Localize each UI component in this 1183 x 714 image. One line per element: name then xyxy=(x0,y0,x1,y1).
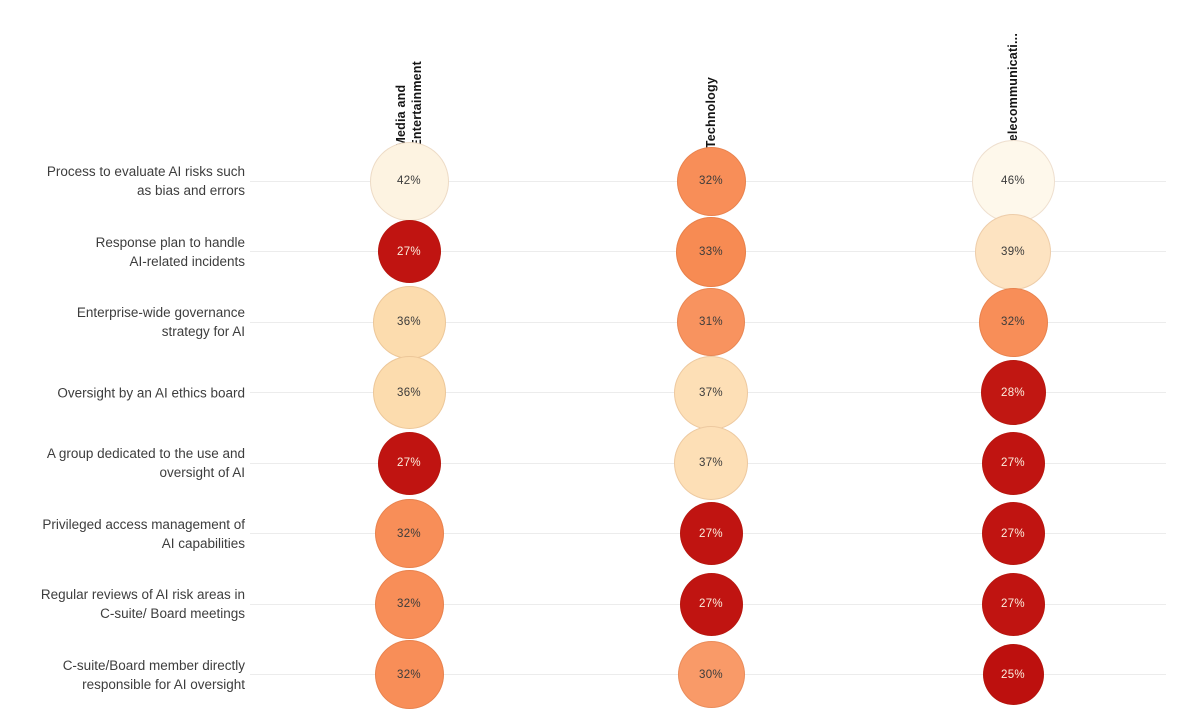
bubble-value: 37% xyxy=(699,386,723,399)
bubble-value: 27% xyxy=(1001,457,1025,469)
bubble-value: 25% xyxy=(1001,668,1025,681)
bubble-value: 32% xyxy=(1001,316,1025,328)
bubble[interactable]: 37% xyxy=(674,426,748,500)
bubble[interactable]: 37% xyxy=(674,355,748,430)
bubble[interactable]: 27% xyxy=(377,431,441,495)
bubble[interactable]: 31% xyxy=(677,288,745,356)
bubble[interactable]: 27% xyxy=(981,572,1045,636)
bubble-value: 27% xyxy=(397,457,421,469)
bubble-value: 27% xyxy=(699,598,723,610)
bubble-value: 31% xyxy=(699,316,723,328)
bubble[interactable]: 32% xyxy=(676,146,746,216)
row-label: Enterprise-wide governance strategy for … xyxy=(76,305,245,339)
bubble[interactable]: 27% xyxy=(679,502,743,565)
row-label: C-suite/Board member directly responsibl… xyxy=(62,657,245,692)
row-label: Response plan to handle AI-related incid… xyxy=(95,234,245,269)
bubble[interactable]: 27% xyxy=(981,431,1045,495)
bubble-value: 32% xyxy=(397,598,421,610)
bubble[interactable]: 32% xyxy=(978,287,1048,357)
bubble-value: 33% xyxy=(699,245,723,258)
bubble-value: 36% xyxy=(397,316,421,328)
bubble[interactable]: 32% xyxy=(374,569,444,639)
bubble-value: 39% xyxy=(1001,245,1025,258)
bubble-value: 46% xyxy=(1001,175,1025,187)
column-header: Technology xyxy=(704,76,718,148)
bubble[interactable]: 27% xyxy=(679,572,743,636)
column-header: Media and Entertainment xyxy=(394,61,424,148)
bubble[interactable]: 33% xyxy=(676,216,746,287)
bubble[interactable]: 25% xyxy=(982,644,1044,705)
bubble[interactable]: 36% xyxy=(372,356,446,429)
bubble-value: 27% xyxy=(397,245,421,258)
bubble[interactable]: 27% xyxy=(981,502,1045,565)
bubble[interactable]: 28% xyxy=(980,360,1046,425)
bubble[interactable]: 32% xyxy=(374,499,444,568)
bubble-value: 36% xyxy=(397,386,421,399)
row-label: Process to evaluate AI risks such as bia… xyxy=(46,164,245,198)
bubble-value: 28% xyxy=(1001,386,1025,399)
bubble-value: 32% xyxy=(397,668,421,681)
bubble[interactable]: 42% xyxy=(369,141,449,221)
row-label: Oversight by an AI ethics board xyxy=(57,385,245,400)
row-label: Privileged access management of AI capab… xyxy=(42,516,245,551)
bubble-value: 27% xyxy=(699,527,723,540)
column-header: Telecommunicati... xyxy=(1006,32,1020,148)
row-label: A group dedicated to the use and oversig… xyxy=(46,446,245,480)
bubble[interactable]: 30% xyxy=(677,641,745,708)
bubble-value: 32% xyxy=(699,175,723,187)
bubble[interactable]: 39% xyxy=(975,213,1051,290)
row-label: Regular reviews of AI risk areas in C-su… xyxy=(40,587,245,621)
bubble-value: 27% xyxy=(1001,598,1025,610)
bubble[interactable]: 36% xyxy=(372,285,446,359)
bubble-value: 32% xyxy=(397,527,421,540)
bubble-value: 42% xyxy=(397,175,421,187)
bubble[interactable]: 46% xyxy=(971,139,1055,223)
bubble-value: 27% xyxy=(1001,527,1025,540)
bubble-value: 37% xyxy=(699,457,723,469)
bubble[interactable]: 27% xyxy=(377,220,441,283)
bubble[interactable]: 32% xyxy=(374,640,444,709)
bubble-value: 30% xyxy=(699,668,723,681)
